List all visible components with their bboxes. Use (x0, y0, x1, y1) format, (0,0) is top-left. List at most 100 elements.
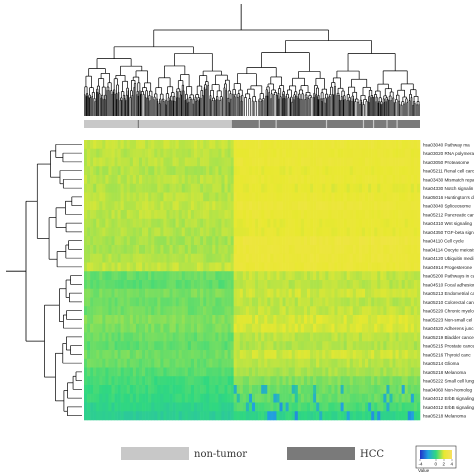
heatmap-cell (160, 245, 164, 255)
heatmap-cell (242, 376, 247, 386)
heatmap-cell (132, 210, 137, 220)
heatmap-cell (416, 253, 421, 263)
heatmap-cell (200, 288, 204, 298)
heatmap-cell (316, 393, 320, 403)
heatmap-cell (108, 341, 112, 351)
heatmap-cell (193, 166, 198, 176)
heatmap-cell (325, 236, 329, 246)
heatmap-cell (322, 341, 326, 351)
heatmap-cell (96, 402, 100, 412)
heatmap-cell (154, 253, 158, 263)
heatmap-cell (224, 192, 228, 202)
heatmap-cell (325, 253, 329, 263)
heatmap-row (84, 350, 421, 360)
heatmap-cell (157, 218, 161, 228)
heatmap-cell (239, 315, 244, 325)
heatmap-cell (288, 236, 292, 246)
heatmap-cell (172, 315, 176, 325)
heatmap-cell (126, 271, 131, 281)
heatmap-cell (245, 350, 250, 360)
heatmap-cell (401, 183, 406, 193)
heatmap-cell (203, 358, 207, 368)
heatmap-cell (285, 385, 289, 395)
heatmap-cell (114, 385, 118, 395)
heatmap-cell (114, 332, 118, 342)
heatmap-cell (200, 218, 204, 228)
heatmap-cell (172, 323, 176, 333)
heatmap-cell (285, 201, 289, 211)
heatmap-cell (395, 140, 399, 150)
heatmap-cell (331, 350, 335, 360)
heatmap-cell (288, 323, 292, 333)
heatmap-cell (297, 367, 302, 377)
heatmap-cell (270, 350, 274, 360)
heatmap-cell (193, 262, 198, 272)
heatmap-cell (297, 385, 302, 395)
heatmap-cell (294, 183, 299, 193)
heatmap-cell (206, 192, 210, 202)
heatmap-cell (291, 166, 296, 176)
heatmap-cell (368, 210, 372, 220)
heatmap-cell (310, 350, 314, 360)
heatmap-cell (352, 201, 357, 211)
heatmap-cell (135, 210, 140, 220)
heatmap-cell (273, 175, 277, 185)
heatmap-cell (184, 201, 189, 211)
heatmap-cell (172, 210, 176, 220)
heatmap-cell (261, 350, 265, 360)
heatmap-cell (203, 341, 207, 351)
heatmap-cell (190, 183, 195, 193)
heatmap-cell (218, 218, 222, 228)
heatmap-cell (111, 358, 115, 368)
heatmap-cell (236, 157, 241, 167)
heatmap-row (84, 315, 421, 325)
heatmap-cell (117, 358, 121, 368)
heatmap-cell (148, 210, 152, 220)
heatmap-cell (212, 288, 216, 298)
heatmap-cell (374, 183, 378, 193)
heatmap-cell (261, 306, 265, 316)
heatmap-cell (129, 288, 134, 298)
heatmap-cell (276, 280, 280, 290)
heatmap-cell (190, 157, 195, 167)
heatmap-cell (270, 288, 274, 298)
heatmap-cell (114, 245, 118, 255)
heatmap-cell (297, 280, 302, 290)
heatmap-cell (276, 157, 280, 167)
heatmap-cell (401, 271, 406, 281)
heatmap-cell (90, 201, 94, 211)
heatmap-cell (365, 140, 369, 150)
heatmap-cell (175, 227, 179, 237)
heatmap-row (84, 306, 421, 316)
heatmap-cell (325, 262, 329, 272)
heatmap-cell (319, 393, 323, 403)
heatmap-cell (96, 201, 100, 211)
heatmap-cell (126, 227, 131, 237)
heatmap-cell (135, 393, 140, 403)
heatmap-cell (248, 192, 253, 202)
heatmap-cell (267, 367, 271, 377)
heatmap-cell (178, 306, 183, 316)
heatmap-cell (386, 245, 390, 255)
heatmap-cell (87, 315, 91, 325)
heatmap-cell (337, 271, 341, 281)
heatmap-cell (325, 376, 329, 386)
heatmap-cell (218, 315, 222, 325)
heatmap-cell (316, 183, 320, 193)
heatmap-cell (365, 210, 369, 220)
heatmap-cell (331, 332, 335, 342)
heatmap-cell (212, 210, 216, 220)
heatmap-cell (233, 262, 238, 272)
heatmap-cell (169, 140, 173, 150)
heatmap-cell (334, 350, 338, 360)
heatmap-cell (105, 253, 109, 263)
heatmap-cell (303, 166, 308, 176)
heatmap-cell (166, 236, 170, 246)
heatmap-cell (340, 157, 344, 167)
heatmap-cell (401, 201, 406, 211)
heatmap-cell (129, 358, 134, 368)
heatmap-cell (184, 385, 189, 395)
heatmap-cell (178, 148, 183, 158)
heatmap-cell (160, 201, 164, 211)
heatmap-cell (300, 245, 305, 255)
